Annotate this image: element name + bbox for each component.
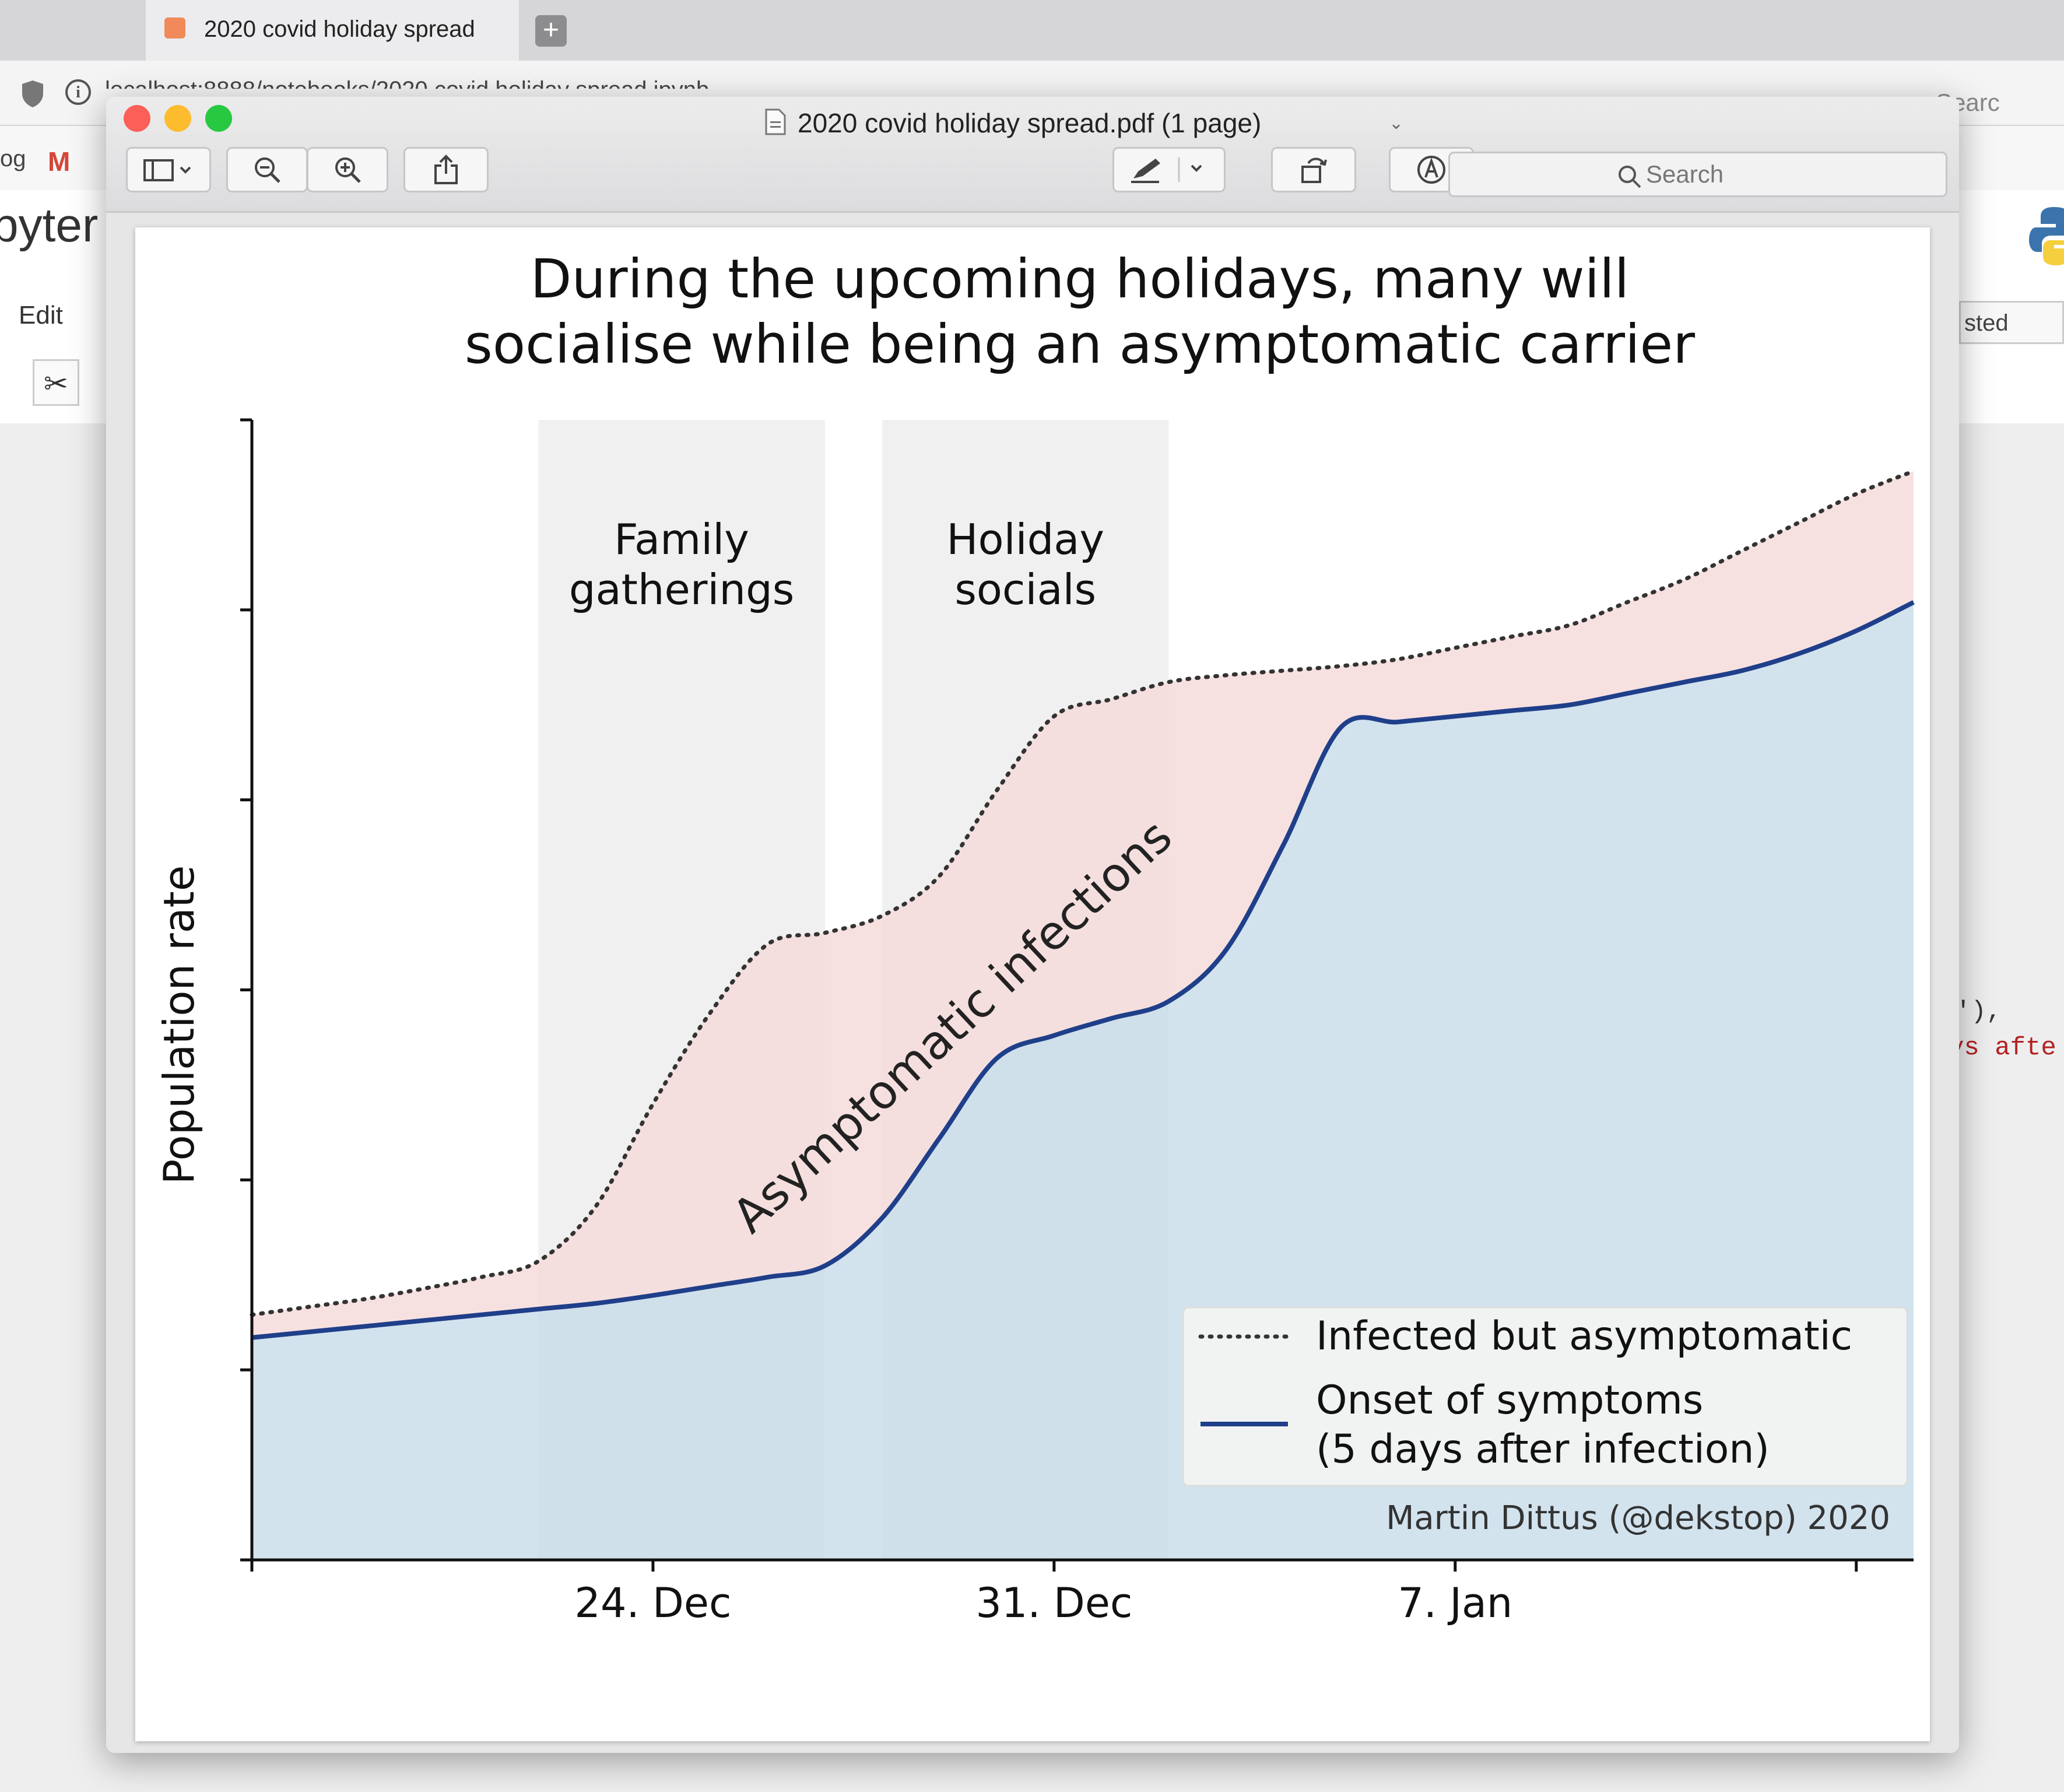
x-tick-label: 24. Dec [574,1579,731,1627]
shield-icon [22,80,43,107]
legend-box [1182,1306,1908,1487]
url-field[interactable]: localhost:8888/notebooks/2020 covid holi… [105,77,709,89]
jupyter-logo[interactable]: pyter [0,199,99,252]
new-tab-button[interactable]: + [535,15,567,47]
trusted-badge[interactable]: sted [1959,301,2064,344]
zoom-in-icon [335,157,361,183]
pdf-page: Family gatherings Holiday socials 24. Dec 31… [135,227,1930,1741]
share-button[interactable] [403,147,489,192]
axes: 24. Dec 31. Dec 7. Jan [240,418,1914,1627]
menu-edit[interactable]: Edit [19,301,63,329]
shaded-period-labels: Family gatherings Holiday socials [569,515,1104,614]
cut-button[interactable]: ✂ [33,359,79,406]
markup-circle-icon [1417,156,1445,184]
gmail-icon[interactable]: M [48,146,71,177]
zoom-in-button[interactable] [307,147,388,192]
rotate-button[interactable] [1271,147,1356,192]
zoom-window-button[interactable] [205,105,232,132]
minimize-window-button[interactable] [164,105,191,132]
preview-window: 2020 covid holiday spread.pdf (1 page) ⌄ [106,97,1959,1753]
browser-tab[interactable]: 2020 covid holiday spread [146,0,519,61]
zoom-out-icon [255,157,280,183]
legend: Infected but asymptomatic Onset of sympto… [1182,1306,1908,1487]
search-icon [1619,166,1641,188]
chart-title: During the upcoming holidays, many will s… [465,248,1695,376]
pdf-document-icon [765,108,786,135]
info-icon[interactable]: i [65,79,91,105]
browser-tab-bar: 2020 covid holiday spread + [0,0,2064,62]
symptoms-line [251,600,1915,1340]
legend-entry: Onset of symptoms (5 days after infection… [1316,1377,1770,1472]
asymptomatic-line [250,469,1916,1317]
asymptomatic-area [252,471,1914,1338]
share-icon [434,155,458,184]
y-axis-label: Population rate [155,865,203,1184]
shaded-period-label: Family gatherings [569,515,794,614]
sidebar-icon [143,159,191,181]
favicon-icon [164,17,185,38]
zoom-out-button[interactable] [226,147,308,192]
code-fragment: '), [1956,997,2002,1026]
shaded-period-label: Holiday socials [946,515,1104,614]
legend-entry: Infected but asymptomatic [1316,1313,1852,1359]
credit-text: Martin Dittus (@dekstop) 2020 [1386,1499,1890,1537]
close-window-button[interactable] [124,105,150,132]
series-lines [250,469,1916,1340]
bookmark-item[interactable]: og [0,146,26,171]
pen-icon [1131,157,1202,183]
chart: Family gatherings Holiday socials 24. Dec 31… [155,248,1916,1627]
code-fragment: ys afte [1949,1033,2056,1062]
window-title: 2020 covid holiday spread.pdf (1 page) [798,108,1262,138]
rotate-icon [1301,157,1327,183]
tab-title: 2020 covid holiday spread [204,16,475,42]
python-logo-icon [2029,207,2064,265]
preview-titlebar: 2020 covid holiday spread.pdf (1 page) ⌄ [106,97,1959,213]
x-tick-label: 31. Dec [975,1579,1132,1627]
markup-pen-button[interactable] [1112,147,1226,192]
search-placeholder: Search [1646,160,1724,188]
chevron-down-icon[interactable]: ⌄ [1389,114,1404,133]
search-input[interactable]: Search [1448,152,1947,197]
sidebar-toggle-button[interactable] [126,147,211,192]
x-tick-label: 7. Jan [1398,1579,1512,1627]
